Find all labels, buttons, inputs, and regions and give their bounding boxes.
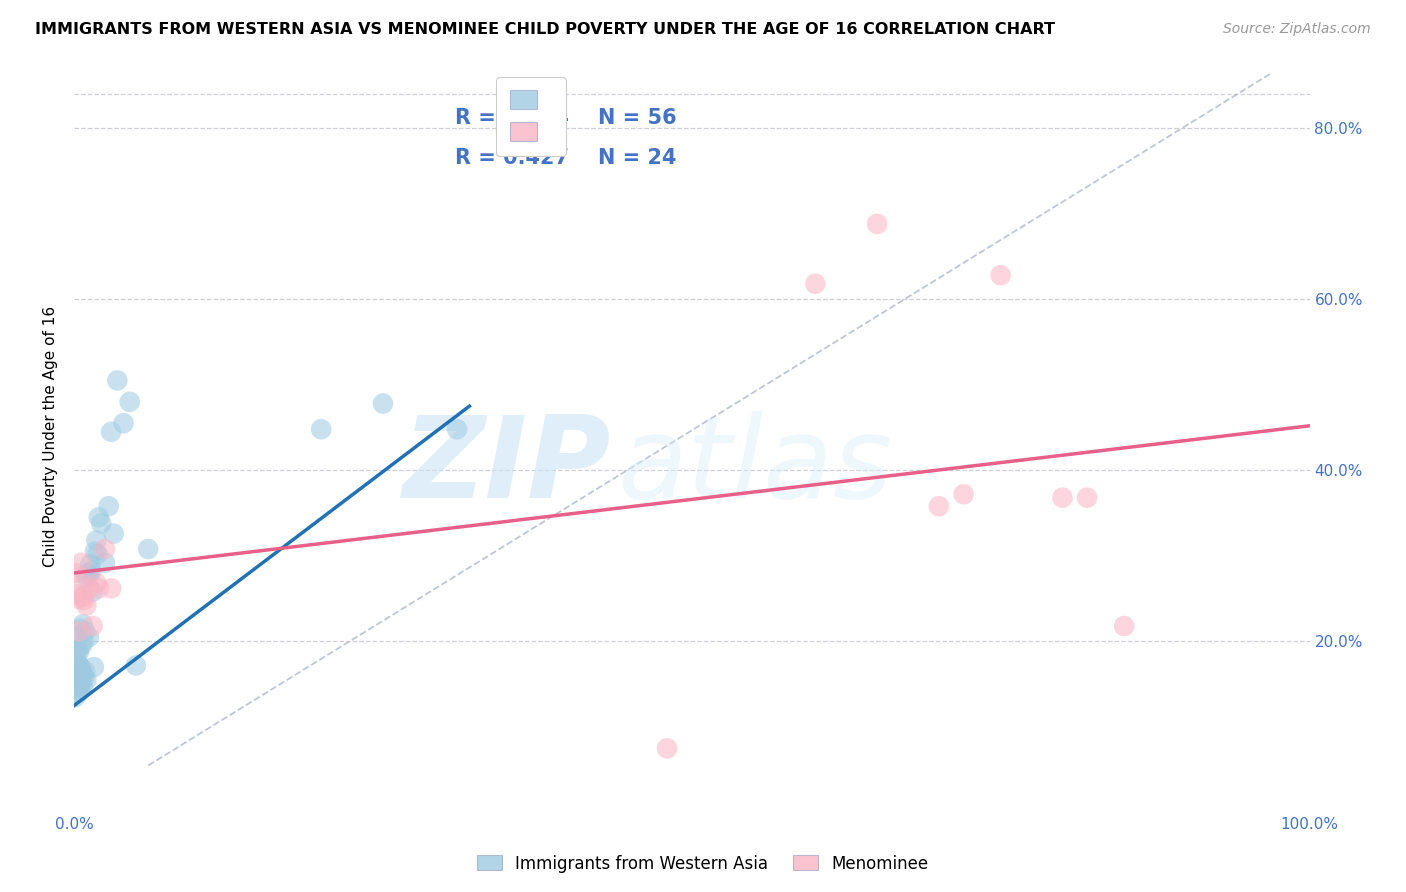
Point: [80, 564, 103, 578]
Point: [66, 679, 89, 693]
Point: [866, 217, 889, 231]
Point: [66, 630, 89, 644]
Point: [94, 541, 117, 556]
Point: [67, 645, 90, 659]
Point: [655, 741, 678, 756]
Point: [97, 500, 120, 514]
Point: [86, 547, 108, 561]
Point: [66, 591, 89, 606]
Point: [100, 425, 122, 439]
Point: [1114, 619, 1136, 633]
Point: [65, 566, 87, 580]
Point: [65, 665, 87, 679]
Legend: Immigrants from Western Asia, Menominee: Immigrants from Western Asia, Menominee: [471, 848, 935, 880]
Point: [73, 670, 96, 684]
Point: [309, 422, 332, 436]
Point: [928, 500, 950, 514]
Point: [125, 658, 148, 673]
Point: [79, 558, 101, 572]
Point: [65, 690, 87, 704]
Point: [82, 584, 104, 599]
Point: [84, 544, 107, 558]
Point: [72, 667, 94, 681]
Point: [77, 630, 100, 644]
Point: [69, 660, 91, 674]
Point: [94, 556, 117, 570]
Point: [804, 277, 827, 291]
Point: [69, 573, 91, 587]
Legend: , : ,: [496, 77, 567, 155]
Point: [77, 567, 100, 582]
Point: [1052, 491, 1074, 505]
Point: [69, 622, 91, 636]
Point: [87, 510, 110, 524]
Point: [67, 670, 90, 684]
Point: [66, 667, 89, 681]
Point: [69, 673, 91, 687]
Text: R = 0.624    N = 56: R = 0.624 N = 56: [454, 108, 676, 128]
Point: [87, 582, 110, 596]
Text: IMMIGRANTS FROM WESTERN ASIA VS MENOMINEE CHILD POVERTY UNDER THE AGE OF 16 CORR: IMMIGRANTS FROM WESTERN ASIA VS MENOMINE…: [35, 22, 1054, 37]
Point: [75, 624, 97, 639]
Point: [65, 673, 87, 687]
Point: [75, 665, 97, 679]
Point: [65, 677, 87, 691]
Point: [952, 487, 974, 501]
Point: [118, 394, 141, 409]
Point: [82, 619, 104, 633]
Point: [70, 556, 93, 570]
Point: [90, 516, 112, 531]
Point: [75, 599, 97, 613]
Text: atlas: atlas: [617, 410, 893, 522]
Point: [73, 634, 96, 648]
Point: [65, 643, 87, 657]
Point: [72, 679, 94, 693]
Point: [73, 593, 96, 607]
Point: [65, 587, 87, 601]
Point: [67, 681, 90, 696]
Point: [77, 582, 100, 596]
Text: Source: ZipAtlas.com: Source: ZipAtlas.com: [1223, 22, 1371, 37]
Point: [65, 660, 87, 674]
Point: [65, 686, 87, 700]
Point: [66, 656, 89, 670]
Point: [70, 675, 93, 690]
Point: [83, 660, 105, 674]
Point: [136, 541, 159, 556]
Point: [75, 570, 97, 584]
Point: [72, 617, 94, 632]
Point: [76, 566, 98, 580]
Point: [371, 396, 394, 410]
Point: [103, 526, 125, 541]
Point: [70, 665, 93, 679]
Point: [86, 533, 108, 548]
Point: [72, 590, 94, 604]
Y-axis label: Child Poverty Under the Age of 16: Child Poverty Under the Age of 16: [44, 305, 58, 566]
Point: [100, 582, 122, 596]
Point: [446, 422, 468, 436]
Point: [990, 268, 1012, 283]
Point: [86, 576, 108, 591]
Point: [69, 684, 91, 698]
Point: [112, 416, 135, 430]
Point: [105, 374, 128, 388]
Text: ZIP: ZIP: [404, 410, 612, 522]
Point: [67, 624, 90, 639]
Point: [70, 639, 93, 653]
Point: [67, 658, 90, 673]
Point: [75, 673, 97, 687]
Point: [66, 643, 89, 657]
Text: R = 0.427    N = 24: R = 0.427 N = 24: [454, 147, 676, 168]
Point: [1076, 491, 1098, 505]
